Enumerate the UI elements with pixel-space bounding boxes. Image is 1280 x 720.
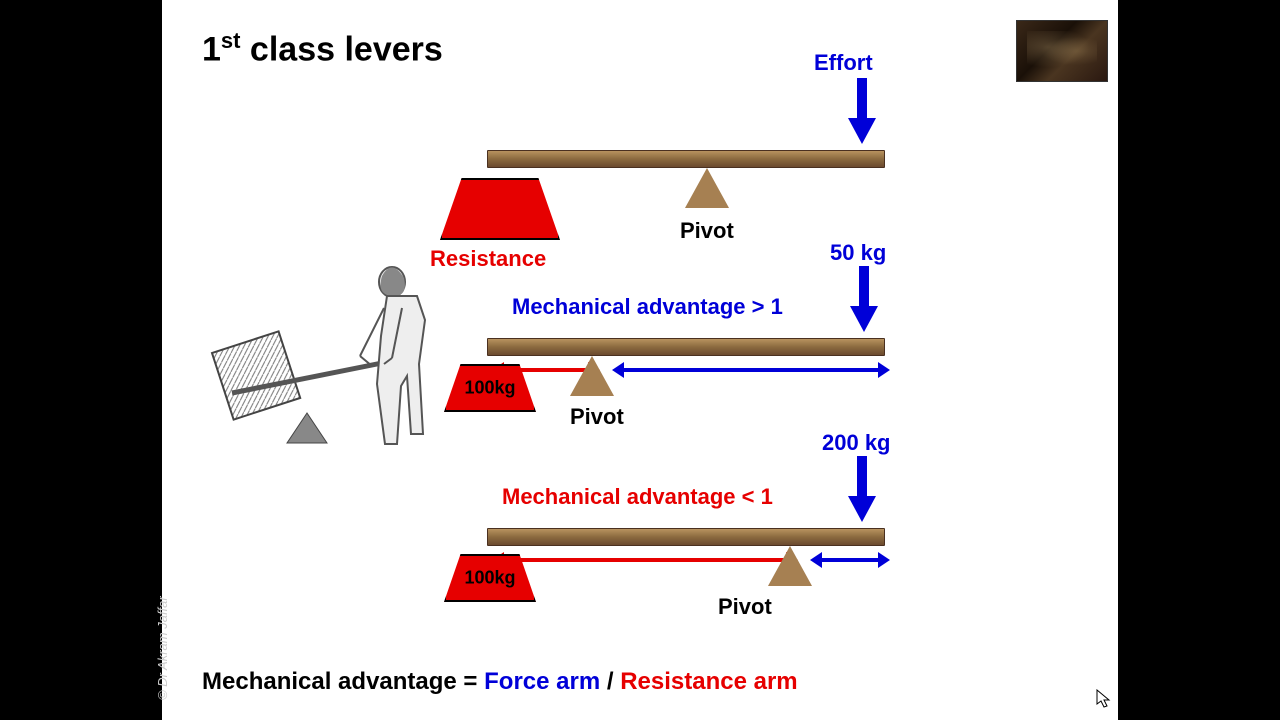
force-arm-arrow xyxy=(822,558,878,562)
force-arm-arrow xyxy=(624,368,878,372)
resistance-weight-icon xyxy=(440,178,560,240)
resistance-label: Resistance xyxy=(430,246,546,272)
pivot-label: Pivot xyxy=(718,594,772,620)
title-sup: st xyxy=(221,28,241,53)
pivot-triangle-icon xyxy=(685,168,729,208)
formula-line: Mechanical advantage = Force arm / Resis… xyxy=(202,668,798,696)
effort-value: 200 kg xyxy=(822,430,891,456)
title-post: class levers xyxy=(240,30,442,68)
slide-canvas: 1st class levers Effort Pivot Resistance xyxy=(162,0,1118,720)
lever-beam xyxy=(487,528,885,546)
lever-beam xyxy=(487,150,885,168)
formula-lhs: Mechanical advantage = xyxy=(202,668,484,695)
weight-value: 100kg xyxy=(446,568,534,589)
person-lever-illustration xyxy=(192,258,442,458)
weight-value: 100kg xyxy=(446,378,534,399)
corner-painting-thumbnail xyxy=(1016,20,1108,82)
pivot-triangle-icon xyxy=(768,546,812,586)
pivot-label: Pivot xyxy=(570,404,624,430)
effort-arrow-icon xyxy=(846,266,882,336)
effort-label: Effort xyxy=(814,50,873,76)
formula-force-arm: Force arm xyxy=(484,668,600,695)
mechanical-advantage-text: Mechanical advantage < 1 xyxy=(502,484,773,510)
mechanical-advantage-text: Mechanical advantage > 1 xyxy=(512,294,783,320)
formula-sep: / xyxy=(607,668,620,695)
slide-title: 1st class levers xyxy=(202,28,443,69)
pivot-triangle-icon xyxy=(570,356,614,396)
effort-arrow-icon xyxy=(844,456,880,526)
formula-resistance-arm: Resistance arm xyxy=(620,668,797,695)
pivot-label: Pivot xyxy=(680,218,734,244)
resistance-arm-arrow xyxy=(504,558,786,562)
author-credit: © Dr Akram Jaffar xyxy=(155,596,170,700)
title-pre: 1 xyxy=(202,30,221,68)
effort-value: 50 kg xyxy=(830,240,886,266)
lever-beam xyxy=(487,338,885,356)
effort-arrow-icon xyxy=(844,78,880,148)
mouse-cursor-icon xyxy=(1096,689,1112,714)
